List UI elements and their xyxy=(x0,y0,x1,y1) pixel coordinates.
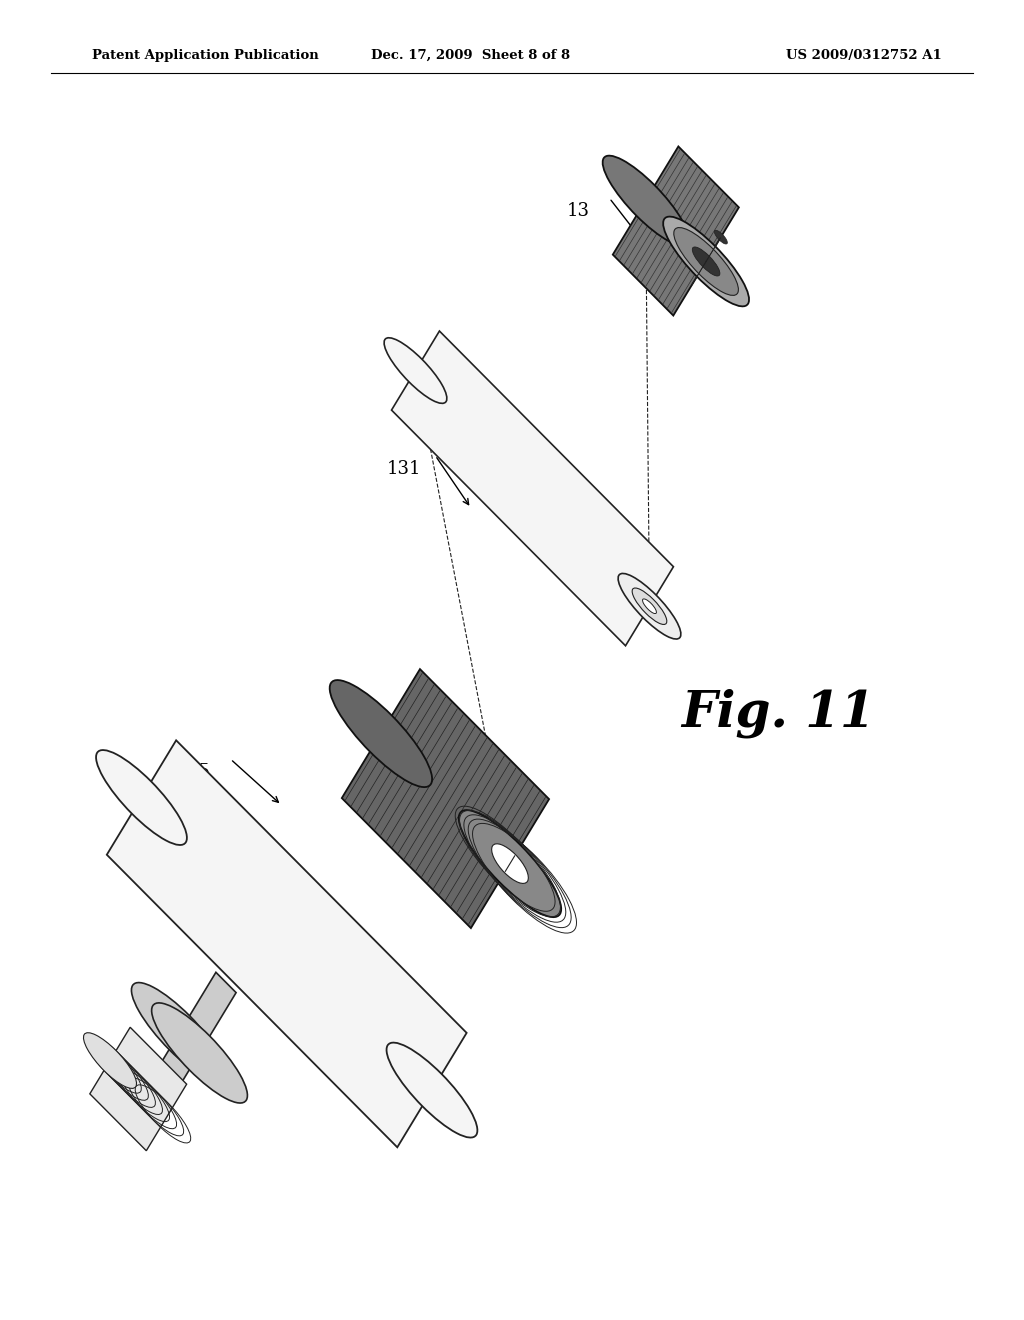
Ellipse shape xyxy=(492,843,528,883)
Text: Fig. 11: Fig. 11 xyxy=(681,688,876,738)
Text: 13: 13 xyxy=(567,202,590,220)
Text: 131: 131 xyxy=(387,459,422,478)
Text: US 2009/0312752 A1: US 2009/0312752 A1 xyxy=(786,49,942,62)
Text: Patent Application Publication: Patent Application Publication xyxy=(92,49,318,62)
Ellipse shape xyxy=(603,156,688,246)
Ellipse shape xyxy=(664,216,749,306)
Ellipse shape xyxy=(618,573,681,639)
Ellipse shape xyxy=(152,1003,248,1104)
Ellipse shape xyxy=(96,750,187,845)
Ellipse shape xyxy=(459,810,561,917)
Ellipse shape xyxy=(674,227,738,296)
Ellipse shape xyxy=(642,599,656,614)
Ellipse shape xyxy=(330,680,432,787)
Polygon shape xyxy=(391,331,674,645)
Ellipse shape xyxy=(384,338,446,404)
Polygon shape xyxy=(90,1027,186,1151)
Text: 15: 15 xyxy=(188,763,211,781)
Polygon shape xyxy=(612,147,739,315)
Ellipse shape xyxy=(632,587,667,624)
Ellipse shape xyxy=(386,1043,477,1138)
Polygon shape xyxy=(106,741,467,1147)
Ellipse shape xyxy=(692,247,720,276)
Ellipse shape xyxy=(131,982,227,1082)
Ellipse shape xyxy=(84,1032,136,1089)
Text: Dec. 17, 2009  Sheet 8 of 8: Dec. 17, 2009 Sheet 8 of 8 xyxy=(372,49,570,62)
Ellipse shape xyxy=(715,230,727,244)
Polygon shape xyxy=(142,973,237,1113)
Polygon shape xyxy=(342,669,549,928)
